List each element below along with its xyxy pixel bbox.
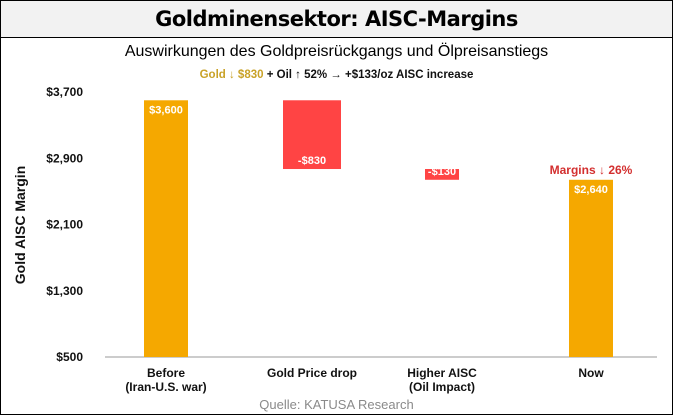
data-label: -$130 xyxy=(428,166,456,178)
data-label: $3,600 xyxy=(149,104,183,116)
x-tick-label: Gold Price drop xyxy=(267,366,357,380)
y-axis-label: Gold AISC Margin xyxy=(12,166,28,284)
bar-1 xyxy=(283,100,341,170)
y-tick-label: $3,700 xyxy=(46,85,83,99)
margin-annotation: Margins ↓ 26% xyxy=(550,163,633,177)
headline: Gold ↓ $830 + Oil ↑ 52% → +$133/oz AISC … xyxy=(1,69,672,81)
x-tick-label: (Oil Impact) xyxy=(409,380,475,394)
headline-gold: Gold ↓ $830 xyxy=(199,69,264,81)
chart-title: Goldminensektor: AISC-Margins xyxy=(1,1,672,38)
bar-0 xyxy=(144,100,188,357)
source-note: Quelle: KATUSA Research xyxy=(259,397,414,412)
headline-rest: + Oil ↑ 52% → +$133/oz AISC increase xyxy=(263,69,474,81)
chart-subtitle: Auswirkungen des Goldpreisrückgangs und … xyxy=(124,43,549,60)
data-label: -$830 xyxy=(298,155,326,167)
x-tick-label: Higher AISC xyxy=(407,366,477,380)
x-tick-label: Now xyxy=(578,366,604,380)
x-tick-label: Before xyxy=(147,366,185,380)
bar-3 xyxy=(569,179,613,357)
y-tick-label: $1,300 xyxy=(46,284,83,298)
bar-2 xyxy=(425,169,459,180)
data-label: $2,640 xyxy=(574,184,608,196)
y-tick-label: $500 xyxy=(56,350,83,364)
y-tick-label: $2,100 xyxy=(46,218,83,232)
y-tick-label: $2,900 xyxy=(46,151,83,165)
x-tick-label: (Iran-U.S. war) xyxy=(125,380,206,394)
